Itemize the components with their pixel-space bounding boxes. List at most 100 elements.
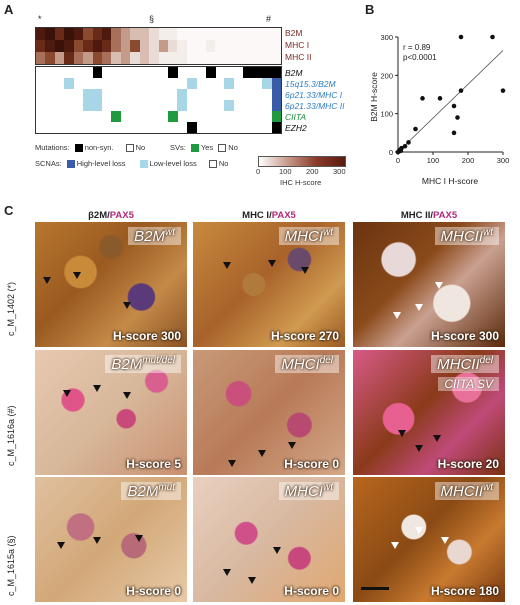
ihc-heatmap-cell (45, 28, 56, 40)
scatter-point (402, 143, 408, 149)
scale-bar (361, 587, 389, 590)
colorbar-tick-100: 100 (279, 167, 292, 176)
scatter-plot: 0 100 200 300 0 100 200 300 r = 0.89 p<0.0001 M… (369, 33, 509, 186)
ihc-image-tile: B2Mmut H-score 0 (35, 477, 187, 602)
ihc-heatmap-cell (101, 28, 112, 40)
ihc-heatmap-cell (252, 28, 263, 40)
scatter-x-tick-label: 0 (396, 156, 400, 165)
ihc-heatmap-cell (130, 28, 141, 40)
ihc-heatmap (35, 27, 282, 65)
scatter-x-tick-label: 100 (427, 156, 440, 165)
arrowhead-marker (63, 390, 71, 397)
genomic-heatmap-cell (111, 111, 122, 122)
ihc-heatmap-cell (64, 28, 75, 40)
marker-star: * (38, 14, 42, 24)
arrowhead-marker (43, 277, 51, 284)
panel-b-letter: B (365, 2, 375, 17)
genomic-heatmap-cell (177, 100, 188, 111)
ihc-heatmap-cell (36, 40, 46, 52)
arrowhead-marker (288, 442, 296, 449)
ihc-heatmap-cell (158, 40, 169, 52)
arrowhead-marker (441, 537, 449, 544)
arrowhead-marker (73, 272, 81, 279)
arrowhead-marker (258, 450, 266, 457)
tile-gene-status: wt (483, 227, 493, 238)
ihc-heatmap-cell (83, 52, 94, 64)
tile-gene-status: mut (158, 482, 175, 493)
ihc-heatmap-cell (186, 28, 197, 40)
legend-low-loss-label: Low-level loss (149, 159, 197, 168)
tile-secondary-label: CIITA SV (438, 377, 499, 391)
legend-scnas-title: SCNAs: (35, 159, 62, 168)
ihc-heatmap-cell (92, 40, 103, 52)
tile-genotype-label: MHCIIdel (431, 355, 499, 373)
gene-row-label-ciita: CIITA (285, 112, 307, 122)
genomic-heatmap-cell (271, 100, 282, 111)
ihc-heatmap-cell (139, 40, 150, 52)
ihc-heatmap-cell (54, 52, 65, 64)
ihc-heatmap-cell (167, 40, 178, 52)
legend-svs: SVs: Yes No (170, 143, 238, 153)
arrowhead-marker (223, 569, 231, 576)
ihc-heatmap-cell (73, 40, 84, 52)
ihc-heatmap-cell (149, 40, 159, 52)
ihc-heatmap-cell (101, 40, 112, 52)
scatter-point (437, 96, 443, 101)
column-header-mhc-i: MHC I/PAX5 (193, 210, 345, 221)
legend-sv-yes-label: Yes (200, 143, 214, 152)
ihc-heatmap-cell (233, 28, 244, 40)
genomic-heatmap-cell (271, 78, 282, 89)
scatter-point (420, 96, 425, 101)
genomic-heatmap-cell (262, 78, 273, 89)
column-header-mhc-ii: MHC II/PAX5 (353, 210, 505, 221)
tile-gene-status: del (319, 355, 333, 366)
tile-gene-name: B2M (127, 483, 159, 500)
scatter-y-tick-label: 0 (389, 148, 393, 157)
legend-nonsyn-label: non-syn. (84, 143, 114, 152)
row-label-1615a: c_M_1615a (§) (6, 535, 16, 596)
genomic-heatmap-cell (186, 78, 197, 89)
legend-low-loss-swatch (139, 159, 148, 168)
ihc-heatmap-cell (45, 52, 56, 64)
legend-nonsyn-swatch (74, 143, 83, 152)
tile-gene-status: wt (323, 482, 333, 493)
tile-gene-status: wt (483, 482, 493, 493)
genomic-heatmap-cell (205, 67, 216, 78)
ihc-heatmap-cell (158, 52, 169, 64)
arrowhead-marker (57, 542, 65, 549)
ihc-heatmap-cell (111, 40, 122, 52)
legend-scnas: SCNAs: High-level loss Low-level loss No (35, 159, 228, 169)
ihc-heatmap-cell (167, 28, 178, 40)
genomic-heatmap-cell (262, 67, 273, 78)
ihc-heatmap-cell (45, 40, 56, 52)
ihc-heatmap-cell (271, 52, 282, 64)
ihc-heatmap-cell (215, 52, 225, 64)
scatter-x-tick-label: 200 (462, 156, 475, 165)
column-header-mhc-ii-pax: PAX5 (433, 210, 458, 221)
arrowhead-marker (433, 435, 441, 442)
genomic-heatmap-cell (92, 100, 103, 111)
colorbar-tick-200: 200 (306, 167, 319, 176)
ihc-image-tile: B2Mmut/del H-score 5 (35, 350, 187, 475)
scatter-point (399, 145, 404, 151)
legend-sv-no-label: No (228, 143, 238, 152)
column-header-mhc-ii-slash: / (430, 210, 434, 221)
ihc-row-label-b2m: B2M (285, 28, 303, 38)
tile-genotype-label: MHCIIwt (434, 482, 499, 500)
genomic-heatmap (35, 66, 282, 134)
genomic-heatmap-cell (271, 122, 282, 133)
ihc-heatmap-cell (83, 28, 94, 40)
scatter-annotation-p: p<0.0001 (403, 53, 437, 62)
tile-gene-name: MHCII (437, 356, 480, 373)
legend-high-loss-swatch (66, 159, 75, 168)
column-header-b2m-marker: β2M (88, 210, 108, 221)
ihc-heatmap-cell (36, 52, 46, 64)
ihc-image-tile: MHCIIwt H-score 300 (353, 222, 505, 347)
column-header-mhc-i-marker: MHC I (242, 210, 270, 221)
arrowhead-marker (435, 282, 443, 289)
legend-sv-yes-swatch (190, 143, 199, 152)
ihc-heatmap-cell (186, 52, 197, 64)
scatter-point (458, 34, 464, 40)
tile-gene-name: B2M (111, 356, 143, 373)
scatter-point (451, 130, 457, 136)
